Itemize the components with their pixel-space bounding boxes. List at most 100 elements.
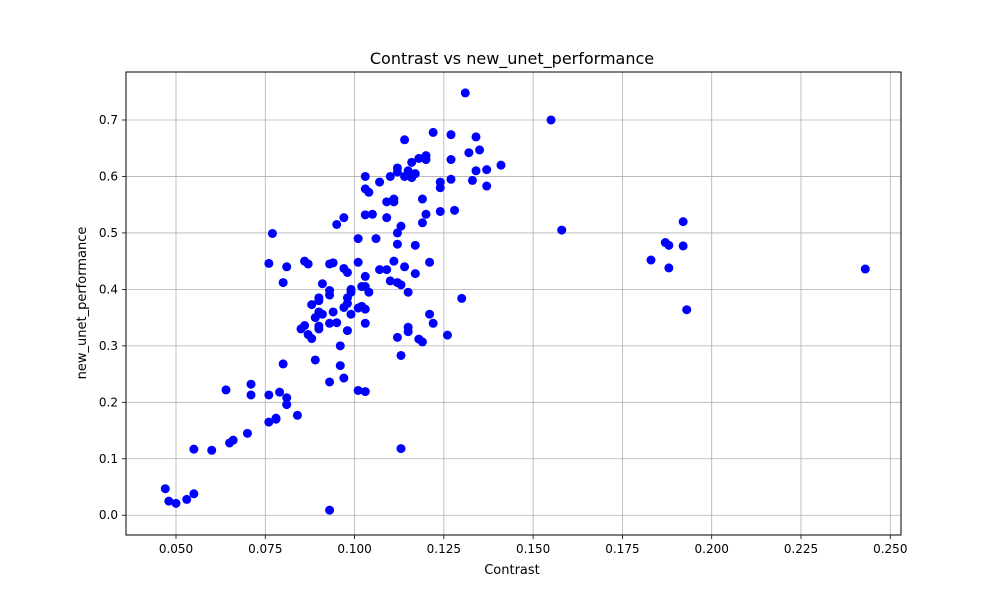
data-point [339,373,349,383]
y-tick-label: 0.6 [99,169,118,183]
data-point [417,218,427,228]
data-point [317,309,327,319]
data-point [392,239,402,249]
data-point [282,393,292,403]
x-tick-label: 0.150 [516,542,550,556]
data-point [482,165,492,175]
data-point [360,210,370,220]
data-point [346,284,356,294]
data-point [339,213,349,223]
data-points [160,88,870,515]
data-point [332,219,342,229]
data-point [678,241,688,251]
data-point [292,410,302,420]
y-tick-label: 0.0 [99,508,118,522]
data-point [264,417,274,427]
x-tick-label: 0.100 [337,542,371,556]
data-point [335,361,345,371]
x-tick-label: 0.125 [427,542,461,556]
data-point [353,257,363,267]
data-point [300,321,310,331]
data-point [410,169,420,179]
data-point [375,265,385,275]
data-point [189,444,199,454]
data-point [557,225,567,235]
data-point [392,228,402,238]
data-point [389,197,399,207]
data-point [221,385,231,395]
data-point [435,183,445,193]
data-point [325,505,335,515]
data-point [346,309,356,319]
data-point [282,400,292,410]
data-point [160,484,170,494]
data-point [396,221,406,231]
data-point [410,240,420,250]
data-point [546,115,556,125]
x-tick-label: 0.200 [695,542,729,556]
data-point [471,166,481,176]
data-point [457,293,467,303]
data-point [325,290,335,300]
data-point [450,205,460,215]
data-point [403,166,413,176]
data-point [428,318,438,328]
data-point [342,267,352,277]
data-point [164,496,174,506]
data-point [464,148,474,158]
chart-title: Contrast vs new_unet_performance [370,49,654,69]
data-point [182,494,192,504]
y-tick-label: 0.1 [99,452,118,466]
data-point [396,444,406,454]
data-point [364,187,374,197]
grid [126,72,901,535]
y-tick-label: 0.7 [99,113,118,127]
data-point [325,318,335,328]
data-point [242,428,252,438]
data-point [392,167,402,177]
data-point [407,157,417,167]
data-point [425,309,435,319]
y-tick-label: 0.2 [99,395,118,409]
data-point [246,379,256,389]
data-point [303,259,313,269]
data-point [189,489,199,499]
data-point [482,181,492,191]
data-point [317,279,327,289]
data-point [360,304,370,314]
data-point [264,258,274,268]
data-point [360,387,370,397]
data-point [417,337,427,347]
data-point [389,256,399,266]
data-point [860,264,870,274]
data-point [328,307,338,317]
data-point [246,390,256,400]
data-point [267,228,277,238]
y-tick-label: 0.5 [99,226,118,240]
data-point [646,255,656,265]
data-point [332,318,342,328]
data-point [442,330,452,340]
data-point [664,263,674,273]
data-point [282,262,292,272]
data-point [471,132,481,142]
data-point [396,350,406,360]
y-axis-label: new_unet_performance [75,227,90,380]
data-point [682,305,692,315]
x-tick-label: 0.075 [248,542,282,556]
data-point [403,327,413,337]
data-point [310,355,320,365]
data-point [360,171,370,181]
data-point [385,276,395,286]
data-point [446,130,456,140]
data-point [428,127,438,137]
data-point [375,177,385,187]
data-point [335,341,345,351]
data-point [207,445,217,455]
data-point [382,197,392,207]
data-point [410,269,420,279]
data-point [278,278,288,288]
data-point [435,206,445,216]
